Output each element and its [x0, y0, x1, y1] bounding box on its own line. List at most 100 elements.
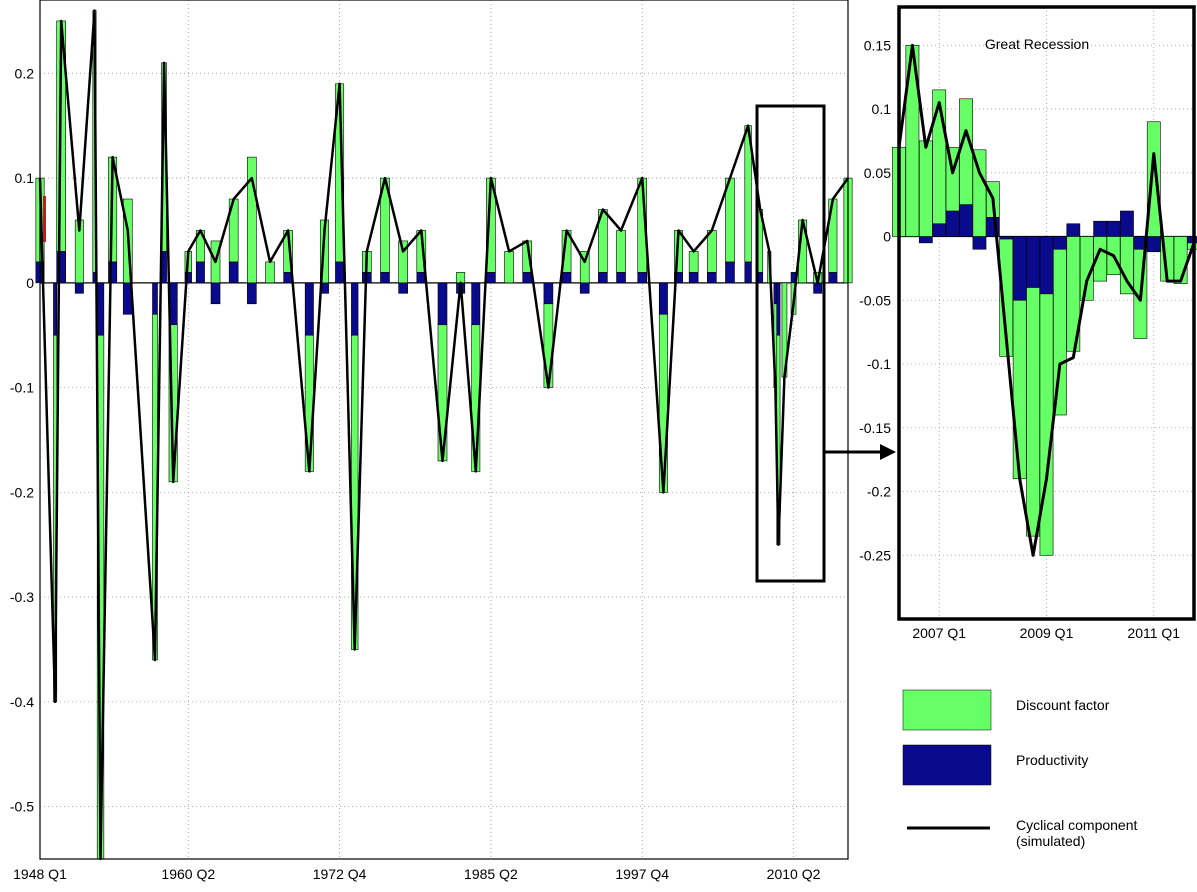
- inset-plot-frame: [897, 5, 1196, 621]
- y-tick-label: -0.05: [859, 292, 891, 308]
- legend-swatch-discount-factor: [902, 689, 992, 731]
- productivity-bar: [1093, 220, 1108, 237]
- productivity-bar: [776, 282, 781, 336]
- productivity-bar: [561, 272, 572, 284]
- productivity-bar: [96, 282, 105, 336]
- productivity-bar: [972, 236, 987, 250]
- discount-factor-bar: [1053, 248, 1067, 416]
- inset-chart: -0.25 -0.2 -0.15 -0.1 -0.05 0 0.05 0.1 0.15 2007 …: [859, 5, 1197, 641]
- y-tick-label: 0: [883, 229, 891, 245]
- productivity-bar: [1066, 223, 1081, 237]
- productivity-bar: [304, 282, 314, 336]
- productivity-bar: [579, 282, 590, 294]
- discount-factor-bar: [616, 230, 626, 273]
- x-tick-label: 1985 Q2: [464, 866, 518, 882]
- zoom-arrow-head: [880, 444, 896, 460]
- productivity-bar: [1053, 236, 1067, 250]
- y-tick-label: -0.4: [10, 694, 34, 710]
- productivity-bar: [543, 282, 554, 305]
- discount-factor-bar: [688, 251, 699, 273]
- productivity-bar: [471, 282, 481, 326]
- productivity-bar: [616, 272, 626, 284]
- productivity-bar: [1039, 236, 1054, 295]
- inset-title: Great Recession: [985, 36, 1089, 52]
- x-tick-label: 1960 Q2: [161, 866, 215, 882]
- discount-factor-bar: [1026, 287, 1040, 537]
- inset-tick-labels: -0.25 -0.2 -0.15 -0.1 -0.05 0 0.05 0.1 0.15 2007 …: [859, 37, 1180, 641]
- early-marker-bar: [43, 196, 46, 242]
- productivity-bar: [637, 272, 648, 284]
- discount-factor-bar: [1146, 121, 1161, 237]
- productivity-bar: [688, 272, 699, 284]
- y-tick-label: -0.2: [10, 484, 34, 500]
- productivity-bar: [351, 282, 359, 336]
- productivity-bar: [195, 261, 205, 284]
- productivity-bar: [210, 282, 221, 305]
- productivity-bar: [1120, 210, 1134, 237]
- productivity-bar: [707, 272, 717, 284]
- x-tick-label: 2007 Q1: [912, 625, 966, 641]
- y-tick-label: -0.1: [10, 380, 34, 396]
- productivity-bar: [1106, 220, 1121, 237]
- discount-factor-bar: [456, 272, 466, 284]
- discount-factor-bar: [543, 303, 554, 388]
- discount-factor-bar: [247, 156, 257, 284]
- productivity-bar: [335, 261, 345, 284]
- legend: Discount factor Productivity Cyclical co…: [902, 689, 1137, 849]
- y-tick-label: -0.1: [867, 356, 891, 372]
- productivity-bar: [1012, 236, 1027, 301]
- y-tick-label: 0: [26, 275, 34, 291]
- productivity-bar: [725, 261, 735, 284]
- y-tick-label: -0.3: [10, 589, 34, 605]
- legend-label-productivity: Productivity: [1016, 752, 1088, 768]
- discount-factor-bar: [707, 230, 717, 273]
- y-tick-label: 0.1: [872, 101, 892, 117]
- x-tick-label: 2010 Q2: [767, 866, 821, 882]
- discount-factor-bar: [918, 140, 933, 237]
- y-tick-label: 0.05: [864, 165, 891, 181]
- legend-label-cyclical-component: Cyclical component (simulated): [1016, 817, 1137, 849]
- discount-factor-bar: [959, 98, 973, 205]
- y-tick-label: 0.1: [15, 170, 35, 186]
- discount-factor-bar: [579, 251, 590, 284]
- productivity-bar: [74, 282, 84, 294]
- productivity-bar: [773, 282, 778, 305]
- productivity-bar: [1146, 236, 1161, 253]
- productivity-bar: [522, 272, 533, 284]
- main-plot-frame: [39, 0, 849, 860]
- productivity-bar: [398, 282, 408, 294]
- inset-cyclical-line: [897, 43, 1196, 557]
- productivity-bar: [945, 210, 960, 237]
- productivity-bar: [486, 272, 496, 284]
- y-tick-label: -0.15: [859, 420, 891, 436]
- productivity-bar: [959, 204, 973, 237]
- discount-factor-bar: [504, 251, 514, 284]
- productivity-bar: [152, 282, 158, 315]
- productivity-bar: [380, 272, 390, 284]
- productivity-bar: [598, 272, 608, 284]
- x-tick-label: 1948 Q1: [13, 866, 67, 882]
- discount-factor-bar: [1012, 299, 1027, 480]
- main-tick-labels: -0.5 -0.4 -0.3 -0.2 -0.1 0 0.1 0.2 1948 Q1 1960 Q…: [10, 65, 821, 882]
- y-tick-label: 0.2: [15, 65, 35, 81]
- productivity-bar: [247, 282, 257, 305]
- productivity-bar: [932, 223, 947, 237]
- x-tick-label: 1972 Q4: [313, 866, 367, 882]
- y-tick-label: 0.15: [864, 37, 891, 53]
- discount-factor-bar: [265, 261, 275, 284]
- legend-swatch-productivity: [902, 744, 992, 786]
- productivity-bar: [744, 261, 752, 284]
- productivity-bar: [228, 261, 239, 284]
- legend-label-line: (simulated): [1016, 833, 1085, 849]
- x-tick-label: 2011 Q1: [1127, 625, 1180, 641]
- y-tick-label: -0.2: [867, 484, 891, 500]
- discount-factor-bar: [398, 240, 408, 284]
- y-tick-label: -0.5: [10, 799, 34, 815]
- productivity-bar: [828, 272, 838, 284]
- discount-factor-bar: [1039, 293, 1054, 556]
- productivity-bar: [658, 282, 668, 315]
- main-cyclical-line: [38, 9, 850, 861]
- legend-label-discount-factor: Discount factor: [1016, 697, 1110, 713]
- inset-highlight-box: [755, 104, 826, 583]
